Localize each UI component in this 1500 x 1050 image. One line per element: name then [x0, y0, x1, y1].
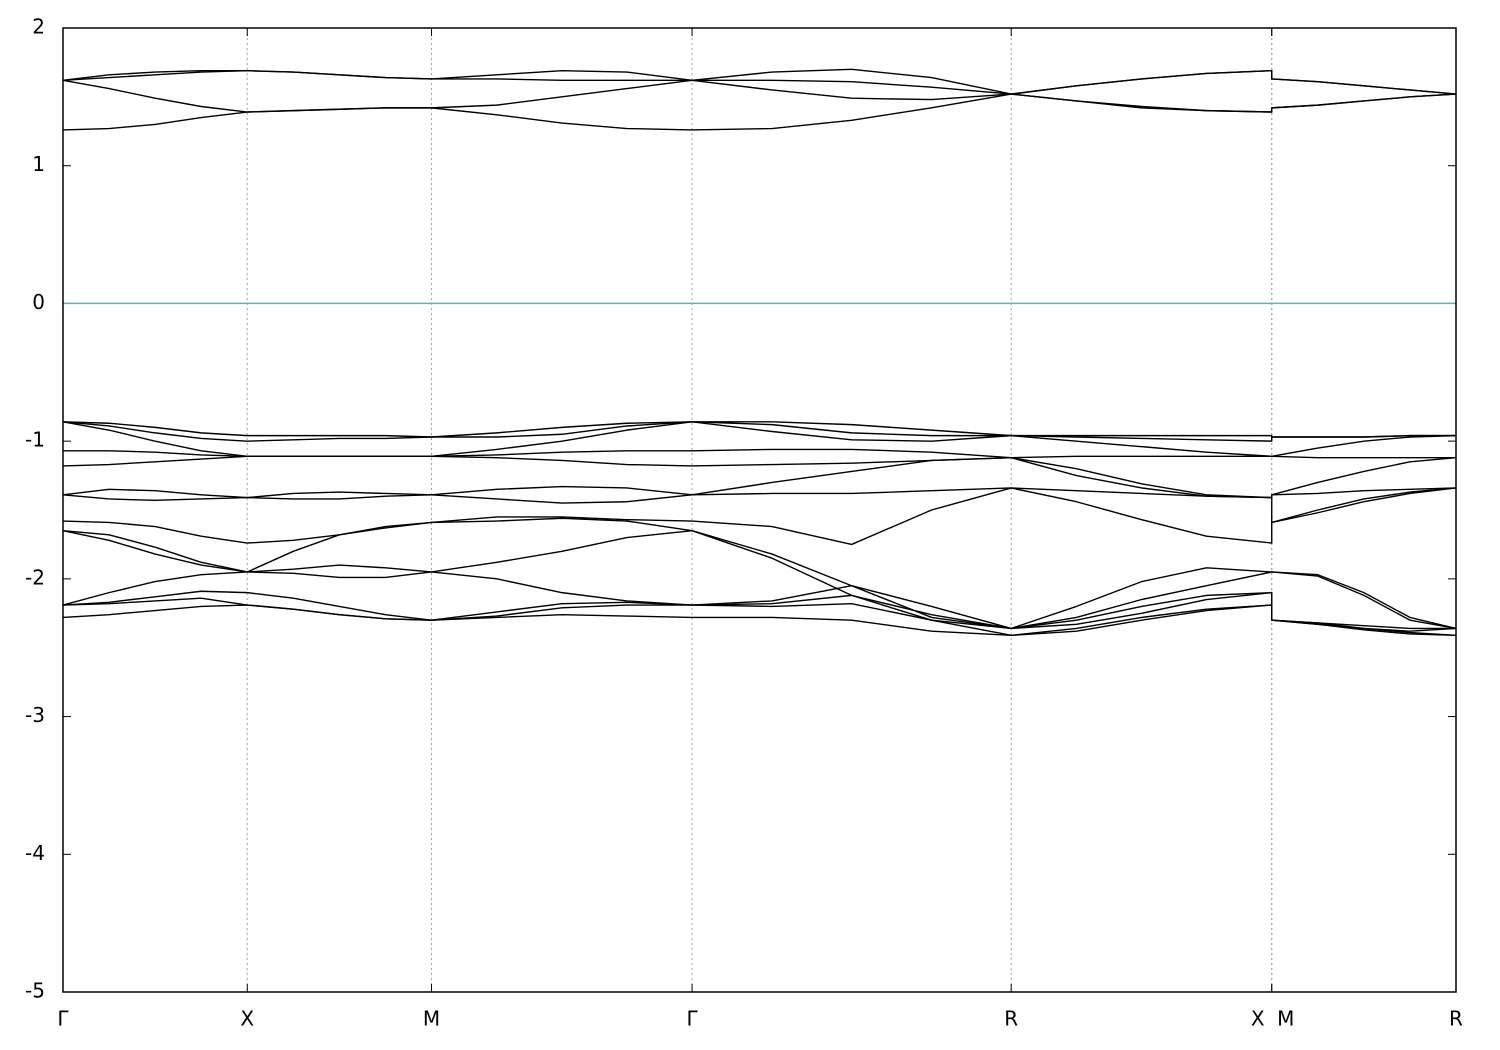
band-line [62, 421, 1456, 442]
band-line [62, 69, 1457, 113]
band-line [62, 604, 1457, 637]
band-line [62, 456, 1457, 499]
x-tick-label: M [1277, 1007, 1294, 1031]
plot-frame [62, 27, 1457, 993]
x-tick-label: X [1251, 1007, 1265, 1031]
x-tick-label: M [423, 1007, 440, 1031]
y-tick-label: 2 [32, 15, 45, 39]
x-tick-label: Γ [57, 1007, 69, 1031]
x-tick-label: X [240, 1007, 254, 1031]
x-tick-label: R [1449, 1007, 1463, 1031]
y-tick-label: -5 [25, 979, 45, 1003]
band-line [62, 487, 1457, 524]
y-tick-label: 1 [32, 152, 45, 176]
y-tick-label: -2 [25, 565, 45, 589]
y-tick-label: -3 [25, 703, 45, 727]
band-line [62, 487, 1457, 546]
y-tick-label: -1 [25, 428, 45, 452]
x-tick-label: Γ [686, 1007, 698, 1031]
y-tick-label: 0 [32, 290, 45, 314]
y-tick-label: -4 [25, 841, 45, 865]
x-tick-label: R [1004, 1007, 1018, 1031]
